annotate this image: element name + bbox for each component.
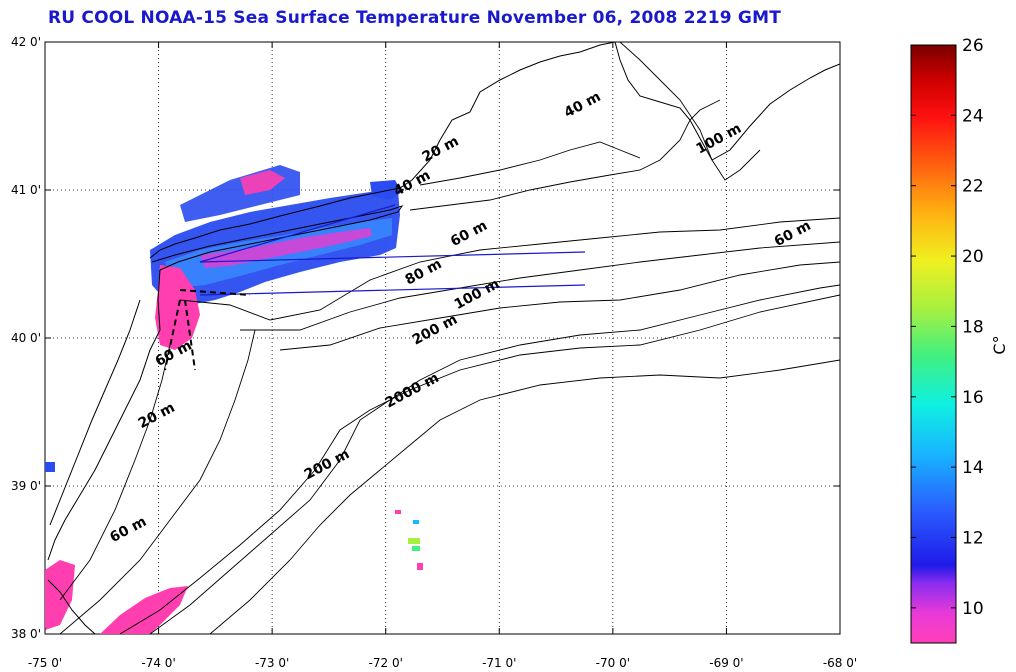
coastline-long-island — [151, 205, 404, 271]
transect-line-1 — [199, 251, 586, 263]
isobath-60m — [179, 217, 840, 321]
sst-pixel-1 — [395, 510, 401, 514]
isobath-layer — [59, 42, 840, 634]
lat-tick-label: 42 0' — [11, 35, 41, 49]
map-axes: -75 0' -74 0' -73 0' -72 0' -71 0' -70 0' -69 … — [11, 35, 857, 670]
sst-patch-delmarva-west — [45, 560, 75, 630]
sst-patch-ri — [370, 180, 402, 200]
colorbar: 10 12 14 16 18 20 22 24 26 C° — [910, 36, 1009, 644]
lat-tick-label: 40 0' — [11, 331, 41, 345]
colorbar-tick-label: 18 — [962, 317, 984, 337]
sst-data-layer — [45, 165, 423, 634]
colorbar-tick-label: 24 — [962, 106, 984, 126]
isobath-200m-inner — [119, 294, 840, 634]
coastline-new-england — [149, 42, 616, 259]
transect-line-3 — [199, 204, 396, 263]
colorbar-tick-label: 12 — [962, 528, 984, 548]
sst-pixel-5 — [417, 563, 423, 570]
colorbar-tick-label: 16 — [962, 388, 984, 408]
sst-patch-pink-streak — [200, 228, 372, 268]
lon-tick-label: -73 0' — [255, 656, 289, 670]
coastline-delmarva — [47, 579, 96, 634]
sst-pixel-4 — [412, 546, 420, 551]
coastline-nj-inner — [49, 299, 141, 526]
sst-patch-sound-pink — [240, 170, 285, 195]
lon-tick-label: -74 0' — [141, 656, 175, 670]
lat-tick-label: 41 0' — [11, 183, 41, 197]
colorbar-ticks: 10 12 14 16 18 20 22 24 26 — [911, 36, 984, 619]
transect-line-2 — [199, 284, 586, 296]
coastline-new-jersey — [47, 269, 161, 561]
transect-lines — [199, 204, 586, 296]
sst-pixel-2 — [413, 520, 419, 524]
lon-tick-label: -68 0' — [823, 656, 857, 670]
sst-patch-edge — [45, 462, 55, 472]
lon-tick-label: -75 0' — [28, 656, 62, 670]
colorbar-unit-label: C° — [990, 335, 1009, 354]
colorbar-tick-label: 26 — [962, 36, 984, 56]
map-title: RU COOL NOAA-15 Sea Surface Temperature … — [48, 8, 781, 28]
isobath-20m-north — [419, 141, 641, 186]
lon-tick-label: -70 0' — [596, 656, 630, 670]
colorbar-tick-label: 20 — [962, 247, 984, 267]
hudson-canyon-lines — [164, 289, 251, 371]
lat-tick-label: 39 0' — [11, 479, 41, 493]
isobath-2000m — [209, 359, 840, 634]
isobath-200m — [149, 284, 840, 634]
lon-tick-label: -69 0' — [709, 656, 743, 670]
lon-tick-label: -72 0' — [369, 656, 403, 670]
isobath-80m — [240, 241, 840, 331]
colorbar-tick-label: 22 — [962, 177, 984, 197]
colorbar-tick-label: 10 — [962, 599, 984, 619]
sst-pixel-3 — [408, 538, 420, 544]
coastline-layer — [47, 42, 840, 634]
isobath-100m — [279, 261, 840, 351]
colorbar-gradient — [910, 44, 957, 644]
sst-patch-delmarva — [100, 586, 188, 634]
lat-tick-label: 38 0' — [11, 627, 41, 641]
isobath-100m-ne — [619, 42, 761, 181]
isobath-40m-north — [409, 99, 721, 211]
lon-tick-label: -71 0' — [482, 656, 516, 670]
colorbar-tick-label: 14 — [962, 458, 984, 478]
isobath-20m-south — [59, 344, 171, 601]
isobath-60m-south — [59, 329, 256, 634]
sst-patch-ny-bight — [155, 265, 200, 350]
coastline-cape-cod — [614, 42, 840, 161]
